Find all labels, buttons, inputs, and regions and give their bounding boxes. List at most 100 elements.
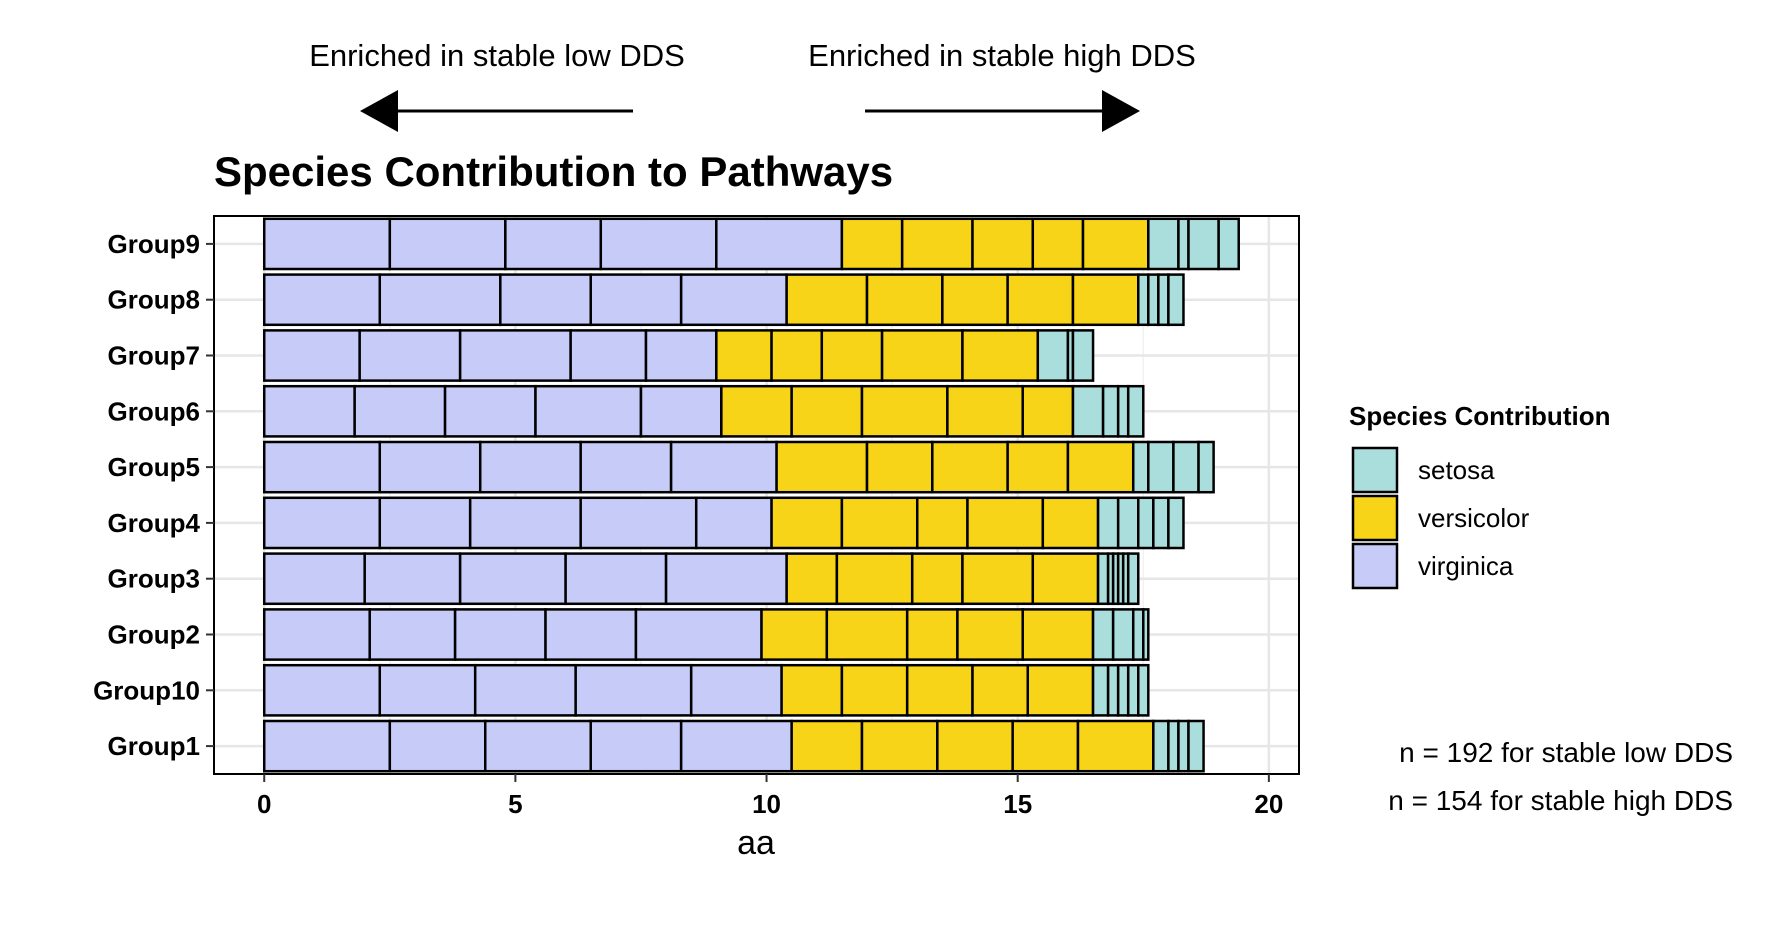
- y-tick-label: Group7: [108, 341, 200, 371]
- bar-segment-virginica: [544, 608, 638, 661]
- bar-segment-versicolor: [1031, 552, 1100, 606]
- bar-segment-versicolor: [825, 608, 909, 661]
- bar-segment-virginica: [262, 496, 382, 550]
- bar-segment-setosa: [1101, 384, 1120, 438]
- bar-segment-setosa: [1217, 217, 1240, 271]
- plot-panel: [213, 215, 1300, 775]
- bar-segment-versicolor: [1006, 440, 1070, 494]
- bar-segment-virginica: [478, 440, 582, 494]
- bar-segment-virginica: [458, 552, 567, 606]
- y-axis: Group9 Group8 Group7 Group6 Group5 Group4 Grou…: [93, 229, 214, 761]
- bar-segment-versicolor: [971, 217, 1035, 271]
- bar-segment-virginica: [262, 719, 392, 773]
- bar-segment-virginica: [484, 719, 592, 773]
- x-tick-label: 10: [752, 789, 781, 819]
- bar-segment-versicolor: [941, 273, 1009, 327]
- y-tick-label: Group8: [108, 285, 200, 315]
- y-tick-label: Group6: [108, 396, 200, 426]
- bar-segment-setosa: [1106, 663, 1120, 717]
- bar-segment-virginica: [262, 384, 356, 438]
- bar-segment-versicolor: [780, 663, 844, 717]
- bar-segment-setosa: [1071, 329, 1095, 382]
- y-tick-label: Group4: [108, 508, 201, 538]
- x-tick-label: 0: [257, 789, 271, 819]
- bar-segment-virginica: [664, 552, 788, 606]
- bar-group-group9: [262, 217, 1240, 271]
- left-annotation: Enriched in stable low DDS: [309, 38, 685, 73]
- bar-segment-versicolor: [1081, 217, 1150, 271]
- bar-segment-versicolor: [915, 496, 969, 550]
- y-tick-label: Group5: [108, 452, 200, 482]
- bar-segment-versicolor: [840, 496, 919, 550]
- bar-segment-versicolor: [1041, 496, 1100, 550]
- bar-segment-versicolor: [971, 663, 1029, 717]
- bar-segment-setosa: [1187, 217, 1220, 271]
- bar-segment-virginica: [363, 552, 462, 606]
- bar-segment-versicolor: [880, 329, 964, 382]
- n-high-note: n = 154 for stable high DDS: [1388, 785, 1733, 816]
- bar-segment-versicolor: [790, 384, 864, 438]
- bar-segment-versicolor: [905, 608, 959, 661]
- bar-segment-versicolor: [835, 552, 914, 606]
- bar-segment-setosa: [1187, 719, 1205, 773]
- bar-segment-setosa: [1167, 273, 1185, 327]
- bar-segment-setosa: [1126, 663, 1140, 717]
- bar-group-group10: [262, 663, 1150, 717]
- bar-segment-virginica: [634, 608, 763, 661]
- bar-segment-setosa: [1137, 663, 1150, 717]
- left-arrow: [360, 90, 633, 132]
- bar-group-group5: [262, 440, 1215, 494]
- bar-segment-versicolor: [770, 496, 844, 550]
- legend-swatch-versicolor: [1351, 494, 1399, 542]
- legend-title: Species Contribution: [1349, 401, 1610, 431]
- bar-segment-setosa: [1111, 608, 1135, 661]
- bar-segment-setosa: [1131, 608, 1145, 661]
- bar-segment-virginica: [358, 329, 462, 382]
- bar-segment-virginica: [468, 496, 582, 550]
- bar-segment-virginica: [262, 273, 382, 327]
- bar-segment-versicolor: [1076, 719, 1155, 773]
- right-arrow: [865, 90, 1140, 132]
- chart-title: Species Contribution to Pathways: [214, 148, 893, 195]
- bar-segment-versicolor: [840, 217, 904, 271]
- legend-swatch-setosa: [1351, 446, 1399, 494]
- bar-group-group8: [262, 273, 1185, 327]
- legend: Species Contribution setosa versicolor vir…: [1349, 401, 1610, 590]
- bars: [262, 217, 1240, 773]
- bar-segment-versicolor: [1006, 273, 1075, 327]
- bar-segment-virginica: [669, 440, 778, 494]
- bar-segment-setosa: [1152, 496, 1170, 550]
- bar-segment-setosa: [1197, 440, 1215, 494]
- bar-segment-setosa: [1137, 496, 1155, 550]
- bar-segment-virginica: [353, 384, 447, 438]
- bar-segment-versicolor: [760, 608, 829, 661]
- bar-group-group6: [262, 384, 1145, 438]
- bar-segment-virginica: [534, 384, 643, 438]
- bar-segment-virginica: [388, 719, 487, 773]
- legend-label-virginica: virginica: [1418, 551, 1514, 581]
- bar-group-group3: [262, 552, 1140, 606]
- bar-segment-setosa: [1147, 217, 1180, 271]
- bar-segment-virginica: [499, 273, 592, 327]
- bar-segment-versicolor: [1021, 384, 1075, 438]
- bar-segment-versicolor: [770, 329, 824, 382]
- bar-segment-virginica: [679, 719, 793, 773]
- bar-segment-setosa: [1116, 496, 1140, 550]
- bar-segment-virginica: [569, 329, 648, 382]
- bar-segment-setosa: [1126, 384, 1145, 438]
- bar-segment-setosa: [1091, 663, 1110, 717]
- bar-segment-virginica: [473, 663, 577, 717]
- bar-group-group7: [262, 329, 1095, 382]
- bar-segment-virginica: [262, 552, 366, 606]
- x-axis: 0 5 10 15 20: [257, 774, 1283, 819]
- x-tick-label: 15: [1003, 789, 1032, 819]
- bar-segment-virginica: [378, 663, 477, 717]
- x-tick-label: 5: [508, 789, 522, 819]
- bar-segment-setosa: [1177, 217, 1190, 271]
- legend-swatch-virginica: [1351, 542, 1399, 590]
- n-low-note: n = 192 for stable low DDS: [1399, 737, 1733, 768]
- bar-segment-versicolor: [961, 552, 1035, 606]
- bar-segment-virginica: [579, 440, 673, 494]
- bar-segment-versicolor: [820, 329, 884, 382]
